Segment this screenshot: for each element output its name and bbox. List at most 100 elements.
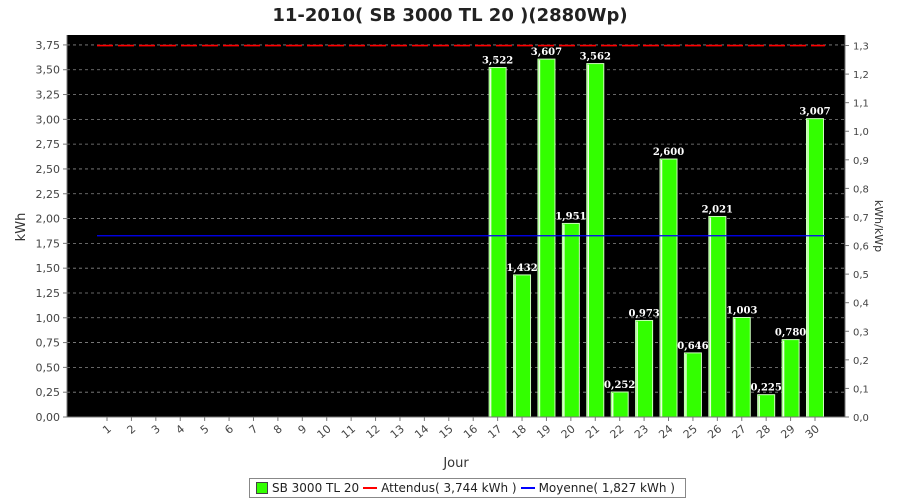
y2-tick-label: 0,0 <box>853 413 869 424</box>
x-tick-label: 26 <box>705 422 724 441</box>
y2-tick-label: 1,1 <box>853 99 869 110</box>
y-tick-label: 1,25 <box>36 287 61 300</box>
y-tick-label: 3,25 <box>36 89 61 102</box>
y-tick-label: 0,75 <box>36 337 61 350</box>
x-tick-label: 8 <box>271 422 285 436</box>
legend-attendus-label: Attendus( 3,744 kWh ) <box>381 481 517 495</box>
legend-item-moyenne: Moyenne( 1,827 kWh ) <box>520 481 675 495</box>
x-tick-label: 2 <box>125 422 139 436</box>
y2-tick-label: 1,3 <box>853 42 869 53</box>
bar <box>610 391 629 418</box>
bar <box>513 274 532 418</box>
y-tick-label: 0,50 <box>36 361 61 374</box>
bar-value-label: 2,021 <box>702 204 733 215</box>
legend-line-blue <box>520 487 535 489</box>
y-tick-label: 2,75 <box>36 138 61 151</box>
y2-tick-label: 0,2 <box>853 356 869 367</box>
x-tick-label: 11 <box>339 422 358 441</box>
y-axis: 0,00 0,25 0,50 0,75 1,00 1,25 1,50 1,75 2,00 2,25… <box>36 35 68 424</box>
y2-tick-label: 0,6 <box>853 242 869 253</box>
y2-tick-label: 0,1 <box>853 384 869 395</box>
x-tick-label: 6 <box>222 422 236 436</box>
y-tick-label: 2,25 <box>36 188 61 201</box>
x-tick-label: 15 <box>437 422 456 441</box>
y-tick-label: 0,00 <box>36 411 61 424</box>
x-tick-label: 28 <box>754 422 773 441</box>
y2-tick-label: 0,7 <box>853 213 869 224</box>
y-tick-label: 2,00 <box>36 213 61 226</box>
bar <box>561 222 580 418</box>
bar-value-label: 3,007 <box>799 107 830 118</box>
y2-tick-label: 0,4 <box>853 299 869 310</box>
reference-lines <box>97 44 825 237</box>
x-tick-label: 30 <box>803 422 822 441</box>
bar <box>537 58 556 418</box>
legend-moyenne-label: Moyenne( 1,827 kWh ) <box>538 481 675 495</box>
legend-series-label: SB 3000 TL 20 <box>272 481 360 495</box>
y-tick-label: 3,50 <box>36 64 61 77</box>
bar <box>732 316 751 418</box>
bar-value-label: 0,252 <box>604 380 635 391</box>
bar <box>781 339 800 418</box>
x-tick-label: 17 <box>485 422 504 441</box>
bar-value-label: 1,432 <box>506 263 537 274</box>
chart-title: 11-2010( SB 3000 TL 20 )(2880Wp) <box>272 5 627 26</box>
bar-value-label: 1,003 <box>726 305 757 316</box>
x-tick-label: 29 <box>778 422 797 441</box>
x-tick-label: 27 <box>730 422 749 441</box>
bar-value-label: 0,780 <box>775 328 806 339</box>
x-tick-label: 13 <box>388 422 407 441</box>
bar-value-label: 0,973 <box>628 308 659 319</box>
x-tick-label: 4 <box>173 422 187 436</box>
y2-tick-label: 0,9 <box>853 156 869 167</box>
bar <box>806 118 824 418</box>
y2-tick-label: 1,2 <box>853 70 869 81</box>
y2-axis: 0,0 0,1 0,2 0,3 0,4 0,5 0,6 0,7 0,8 0,9 1,0 1,1 1,2 1… <box>844 35 869 424</box>
x-axis: 1 2 3 4 5 6 7 8 9 10 11 12 13 14 15 16 17 18 19 20 21 22 23 24 2… <box>67 416 845 441</box>
y2-tick-label: 0,8 <box>853 184 869 195</box>
x-tick-label: 1 <box>100 422 114 436</box>
y-tick-label: 0,25 <box>36 386 61 399</box>
x-tick-label: 23 <box>632 422 651 441</box>
x-tick-label: 22 <box>608 422 627 441</box>
y-tick-label: 3,00 <box>36 113 61 126</box>
y-tick-label: 1,00 <box>36 312 61 325</box>
bar <box>488 67 507 418</box>
plot-area <box>67 35 845 417</box>
bar <box>757 394 776 418</box>
x-tick-label: 24 <box>656 422 675 441</box>
y-tick-label: 3,75 <box>36 39 61 52</box>
bar-value-label: 1,951 <box>555 211 586 222</box>
bar-labels: 3,522 1,432 3,607 1,951 3,562 0,252 0,973 2,600… <box>482 47 831 394</box>
bar <box>635 319 654 418</box>
y-tick-label: 1,75 <box>36 237 61 250</box>
bar <box>586 63 605 418</box>
x-tick-label: 7 <box>247 422 261 436</box>
x-tick-label: 19 <box>534 422 553 441</box>
bar-value-label: 3,607 <box>531 47 562 58</box>
x-tick-label: 20 <box>559 422 578 441</box>
x-tick-label: 21 <box>583 422 602 441</box>
legend-swatch <box>256 482 268 494</box>
legend-item-attendus: Attendus( 3,744 kWh ) <box>363 481 517 495</box>
y2-tick-label: 0,3 <box>853 327 869 338</box>
bar <box>659 158 678 418</box>
bar-value-label: 0,225 <box>751 383 782 394</box>
x-tick-label: 9 <box>296 422 310 436</box>
x-tick-label: 16 <box>461 422 480 441</box>
x-tick-label: 5 <box>198 422 212 436</box>
legend-line-red <box>363 487 378 489</box>
x-tick-label: 18 <box>510 422 529 441</box>
x-tick-label: 3 <box>149 422 163 436</box>
y2-tick-label: 0,5 <box>853 270 869 281</box>
x-tick-label: 12 <box>363 422 382 441</box>
bar-value-label: 0,646 <box>677 341 708 352</box>
y-tick-label: 1,50 <box>36 262 61 275</box>
bar <box>683 352 702 418</box>
x-tick-label: 25 <box>681 422 700 441</box>
legend-item-series: SB 3000 TL 20 <box>256 481 359 495</box>
bar-value-label: 3,562 <box>580 52 611 63</box>
legend: SB 3000 TL 20 Attendus( 3,744 kWh ) Moye… <box>249 478 686 498</box>
